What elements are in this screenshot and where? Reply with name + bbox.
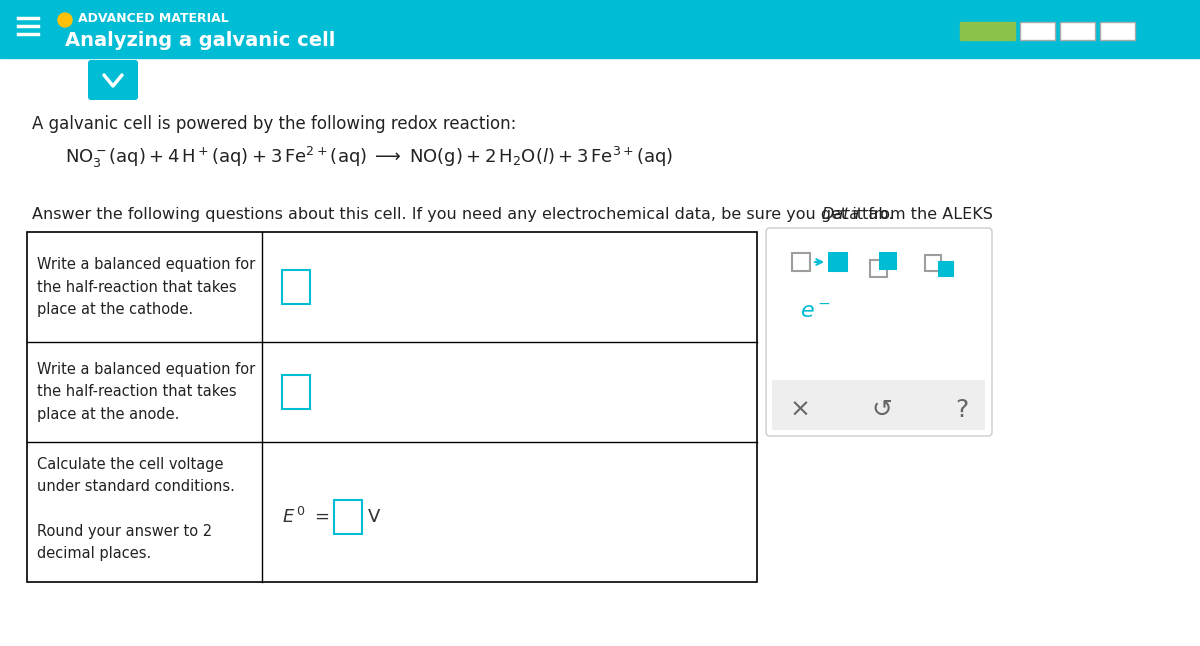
Text: Write a balanced equation for
the half-reaction that takes
place at the cathode.: Write a balanced equation for the half-r… bbox=[37, 257, 256, 317]
Bar bbox=[1060, 22, 1096, 40]
Bar bbox=[282, 270, 310, 304]
Text: ?: ? bbox=[955, 398, 968, 422]
Text: ↺: ↺ bbox=[871, 398, 893, 422]
Bar bbox=[940, 262, 953, 276]
Bar bbox=[792, 253, 810, 271]
Text: $\mathrm{NO_3^-(aq) + 4\,H^+(aq) + 3\,Fe^{2+}(aq) \;\longrightarrow\; NO(g) + 2\: $\mathrm{NO_3^-(aq) + 4\,H^+(aq) + 3\,Fe… bbox=[65, 145, 673, 169]
Text: A galvanic cell is powered by the following redox reaction:: A galvanic cell is powered by the follow… bbox=[32, 115, 516, 133]
Text: $e^-$: $e^-$ bbox=[800, 302, 832, 322]
Text: ×: × bbox=[790, 398, 810, 422]
Text: =: = bbox=[314, 508, 329, 526]
Circle shape bbox=[58, 13, 72, 27]
Bar bbox=[772, 380, 985, 430]
Bar bbox=[870, 260, 887, 277]
Bar bbox=[1020, 22, 1055, 40]
Bar bbox=[1100, 22, 1135, 40]
Bar bbox=[925, 255, 941, 271]
Bar bbox=[829, 253, 847, 271]
Bar bbox=[334, 500, 362, 534]
Text: Analyzing a galvanic cell: Analyzing a galvanic cell bbox=[65, 30, 335, 50]
Text: Calculate the cell voltage
under standard conditions.

Round your answer to 2
de: Calculate the cell voltage under standar… bbox=[37, 457, 235, 561]
Text: V: V bbox=[368, 508, 380, 526]
Text: $E\,^0$: $E\,^0$ bbox=[282, 507, 306, 527]
Text: ADVANCED MATERIAL: ADVANCED MATERIAL bbox=[78, 12, 229, 25]
Bar bbox=[960, 22, 1015, 40]
Text: Answer the following questions about this cell. If you need any electrochemical : Answer the following questions about thi… bbox=[32, 207, 998, 222]
Text: Data: Data bbox=[822, 207, 860, 222]
FancyBboxPatch shape bbox=[88, 60, 138, 100]
Bar bbox=[282, 375, 310, 409]
Text: tab.: tab. bbox=[857, 207, 894, 222]
Bar bbox=[28, 232, 757, 582]
FancyBboxPatch shape bbox=[766, 228, 992, 436]
Bar bbox=[880, 253, 896, 269]
Bar bbox=[0, 0, 1200, 58]
Text: Write a balanced equation for
the half-reaction that takes
place at the anode.: Write a balanced equation for the half-r… bbox=[37, 362, 256, 422]
